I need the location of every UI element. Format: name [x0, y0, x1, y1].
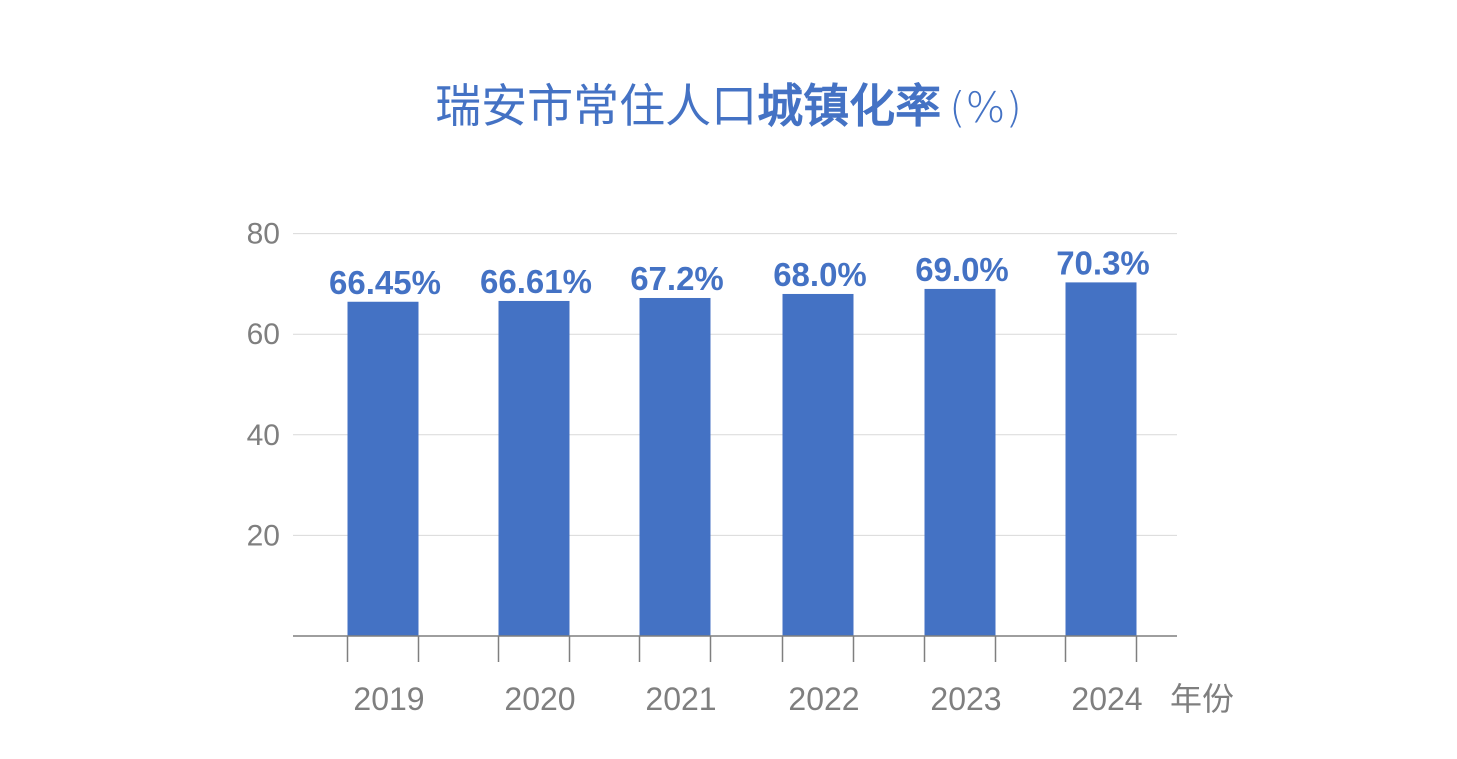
- data-label-2022: 68.0%: [773, 256, 867, 293]
- data-label-2019: 66.45%: [329, 264, 441, 301]
- data-label-2023: 69.0%: [915, 251, 1009, 288]
- x-tick-label-2024: 2024: [1071, 681, 1142, 717]
- data-labels: 66.45% 66.61% 67.2% 68.0% 69.0% 70.3%: [329, 244, 1150, 300]
- data-label-2021: 67.2%: [630, 260, 724, 297]
- x-axis-ticks: [348, 636, 1137, 662]
- data-label-2020: 66.61%: [480, 263, 592, 300]
- x-tick-label-2021: 2021: [645, 681, 716, 717]
- y-tick-label: 60: [247, 318, 280, 351]
- bar-2023: [925, 289, 996, 636]
- bars: [348, 282, 1137, 636]
- x-tick-label-2020: 2020: [504, 681, 575, 717]
- y-tick-label: 40: [247, 419, 280, 452]
- y-tick-label: 20: [247, 519, 280, 552]
- x-axis-labels: 2019 2020 2021 2022 2023 2024: [353, 681, 1142, 717]
- data-label-2024: 70.3%: [1056, 244, 1150, 281]
- x-axis-title: 年份: [1170, 680, 1234, 718]
- x-tick-label-2019: 2019: [353, 681, 424, 717]
- bar-2019: [348, 302, 419, 636]
- bar-2024: [1066, 282, 1137, 636]
- bar-2020: [499, 301, 570, 636]
- bar-2022: [783, 294, 854, 636]
- x-tick-label-2022: 2022: [788, 681, 859, 717]
- y-axis-ticks: 20 40 60 80: [247, 218, 280, 553]
- y-tick-label: 80: [247, 218, 280, 251]
- x-tick-label-2023: 2023: [930, 681, 1001, 717]
- bar-2021: [640, 298, 711, 636]
